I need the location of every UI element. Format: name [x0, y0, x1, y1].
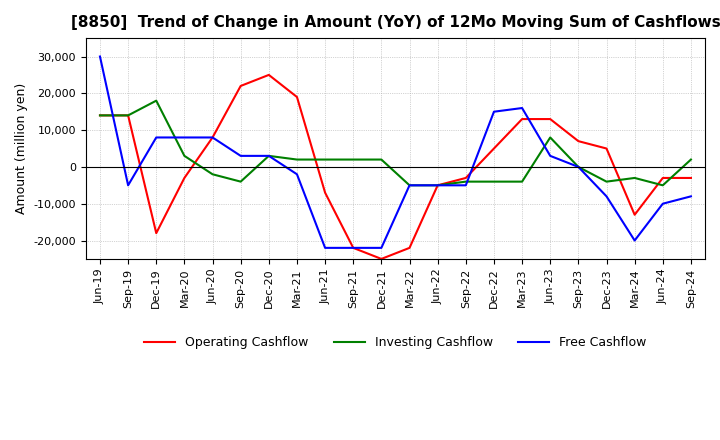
- Investing Cashflow: [292, 157, 301, 162]
- Investing Cashflow: [490, 179, 498, 184]
- Free Cashflow: [490, 109, 498, 114]
- Operating Cashflow: [433, 183, 442, 188]
- Free Cashflow: [687, 194, 696, 199]
- Investing Cashflow: [405, 183, 414, 188]
- Free Cashflow: [659, 201, 667, 206]
- Investing Cashflow: [518, 179, 526, 184]
- Free Cashflow: [180, 135, 189, 140]
- Operating Cashflow: [124, 113, 132, 118]
- Free Cashflow: [208, 135, 217, 140]
- Investing Cashflow: [236, 179, 245, 184]
- Investing Cashflow: [630, 175, 639, 180]
- Operating Cashflow: [659, 175, 667, 180]
- Investing Cashflow: [574, 164, 582, 169]
- Line: Free Cashflow: Free Cashflow: [100, 56, 691, 248]
- Investing Cashflow: [208, 172, 217, 177]
- Free Cashflow: [405, 183, 414, 188]
- Investing Cashflow: [152, 98, 161, 103]
- Line: Investing Cashflow: Investing Cashflow: [100, 101, 691, 185]
- Free Cashflow: [349, 245, 358, 250]
- Operating Cashflow: [377, 256, 386, 261]
- Free Cashflow: [462, 183, 470, 188]
- Operating Cashflow: [208, 135, 217, 140]
- Operating Cashflow: [490, 146, 498, 151]
- Title: [8850]  Trend of Change in Amount (YoY) of 12Mo Moving Sum of Cashflows: [8850] Trend of Change in Amount (YoY) o…: [71, 15, 720, 30]
- Investing Cashflow: [124, 113, 132, 118]
- Investing Cashflow: [264, 153, 273, 158]
- Free Cashflow: [96, 54, 104, 59]
- Free Cashflow: [377, 245, 386, 250]
- Operating Cashflow: [264, 72, 273, 77]
- Investing Cashflow: [377, 157, 386, 162]
- Free Cashflow: [124, 183, 132, 188]
- Operating Cashflow: [321, 190, 330, 195]
- Operating Cashflow: [574, 139, 582, 144]
- Free Cashflow: [292, 172, 301, 177]
- Free Cashflow: [321, 245, 330, 250]
- Free Cashflow: [574, 164, 582, 169]
- Operating Cashflow: [602, 146, 611, 151]
- Investing Cashflow: [433, 183, 442, 188]
- Investing Cashflow: [321, 157, 330, 162]
- Operating Cashflow: [518, 117, 526, 122]
- Free Cashflow: [546, 153, 554, 158]
- Line: Operating Cashflow: Operating Cashflow: [100, 75, 691, 259]
- Free Cashflow: [236, 153, 245, 158]
- Operating Cashflow: [96, 113, 104, 118]
- Operating Cashflow: [180, 175, 189, 180]
- Investing Cashflow: [659, 183, 667, 188]
- Operating Cashflow: [236, 83, 245, 88]
- Operating Cashflow: [292, 94, 301, 99]
- Free Cashflow: [264, 153, 273, 158]
- Investing Cashflow: [180, 153, 189, 158]
- Free Cashflow: [152, 135, 161, 140]
- Operating Cashflow: [687, 175, 696, 180]
- Legend: Operating Cashflow, Investing Cashflow, Free Cashflow: Operating Cashflow, Investing Cashflow, …: [139, 331, 652, 354]
- Operating Cashflow: [349, 245, 358, 250]
- Operating Cashflow: [405, 245, 414, 250]
- Investing Cashflow: [546, 135, 554, 140]
- Free Cashflow: [630, 238, 639, 243]
- Investing Cashflow: [349, 157, 358, 162]
- Y-axis label: Amount (million yen): Amount (million yen): [15, 83, 28, 214]
- Investing Cashflow: [462, 179, 470, 184]
- Investing Cashflow: [96, 113, 104, 118]
- Operating Cashflow: [462, 175, 470, 180]
- Free Cashflow: [433, 183, 442, 188]
- Free Cashflow: [602, 194, 611, 199]
- Investing Cashflow: [687, 157, 696, 162]
- Operating Cashflow: [546, 117, 554, 122]
- Operating Cashflow: [152, 231, 161, 236]
- Operating Cashflow: [630, 212, 639, 217]
- Free Cashflow: [518, 106, 526, 111]
- Investing Cashflow: [602, 179, 611, 184]
